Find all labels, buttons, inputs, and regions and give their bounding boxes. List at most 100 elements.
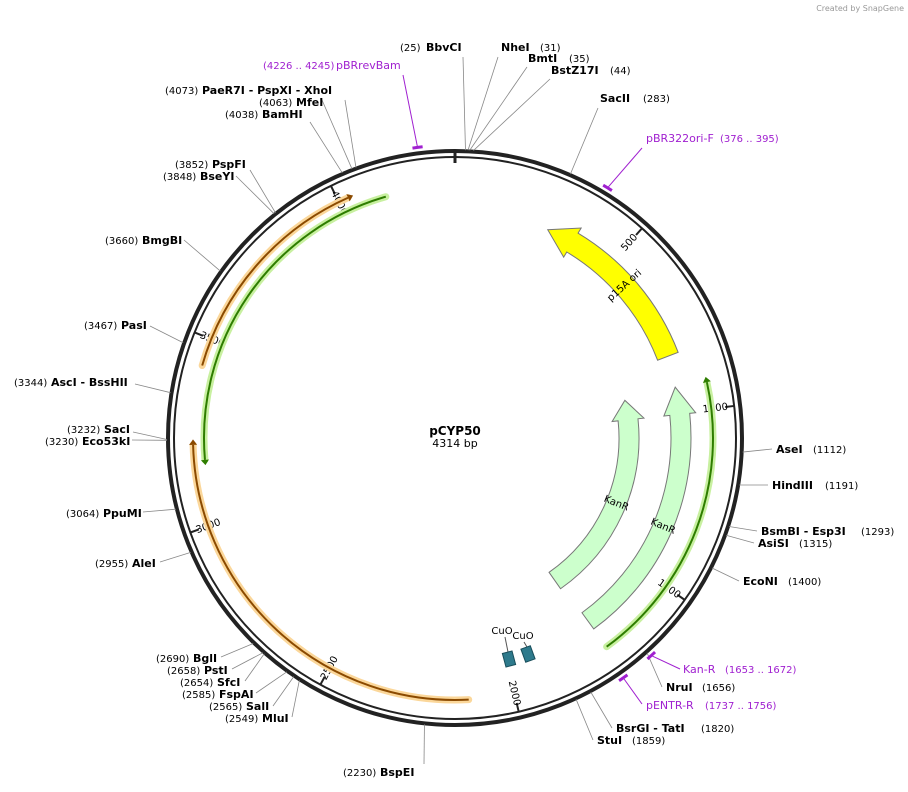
- enzyme-position: (4073): [165, 86, 198, 97]
- enzyme-line: [231, 652, 264, 670]
- enzyme-name: BsrGI - TatI: [616, 722, 685, 735]
- enzyme-name: NruI: [666, 681, 693, 694]
- feature-label: CuO: [512, 631, 533, 642]
- enzyme-position: (1859): [632, 736, 665, 747]
- enzyme-name: BmtI: [528, 52, 557, 65]
- enzyme-position: (44): [610, 66, 631, 77]
- enzyme-name: BmgBI: [142, 234, 182, 247]
- enzyme-name: EcoNI: [743, 575, 778, 588]
- enzyme-name: MfeI: [296, 96, 323, 109]
- enzyme-position: (3344): [14, 378, 47, 389]
- tick: [330, 185, 336, 195]
- enzyme-position: (2658): [167, 666, 200, 677]
- enzyme-name: BstZ17I: [551, 64, 599, 77]
- enzyme-name: BseYI: [200, 170, 234, 183]
- orf-left-head: [200, 459, 209, 466]
- primer-position: (376 .. 395): [720, 134, 779, 145]
- primer-name: pBRrevBam: [336, 59, 401, 72]
- enzyme-position: (3467): [84, 321, 117, 332]
- orf-left-glow: [200, 193, 390, 464]
- enzyme-name: Eco53kI: [82, 435, 130, 448]
- enzyme-position: (4063): [259, 98, 292, 109]
- enzyme-name: SalI: [246, 700, 269, 713]
- plasmid-name: pCYP50: [429, 424, 481, 438]
- enzyme-position: (2230): [343, 768, 376, 779]
- feature-label: CuO: [491, 626, 512, 637]
- enzyme-name: BglI: [193, 652, 217, 665]
- orf-topleft: [201, 196, 349, 366]
- enzyme-position: (2565): [209, 702, 242, 713]
- tick: [635, 227, 643, 236]
- enzyme-position: (2549): [225, 714, 258, 725]
- cuo-link: [504, 636, 509, 653]
- enzyme-position: (25): [400, 43, 421, 54]
- primer-name: Kan-R: [683, 663, 716, 676]
- enzyme-line: [321, 99, 353, 170]
- primer-mark: [602, 183, 613, 192]
- enzyme-position: (3232): [67, 425, 100, 436]
- enzyme-name: SfcI: [217, 676, 240, 689]
- enzyme-name: BsmBI - Esp3I: [761, 525, 846, 538]
- enzyme-line: [134, 383, 171, 394]
- enzyme-line: [728, 526, 758, 532]
- enzyme-position: (1112): [813, 445, 846, 456]
- enzyme-name: SacII: [600, 92, 630, 105]
- enzyme-name: PspFI: [212, 158, 246, 171]
- enzyme-name: BspEI: [380, 766, 414, 779]
- tick: [319, 676, 326, 686]
- enzyme-line: [244, 653, 265, 682]
- enzyme-line: [291, 680, 300, 718]
- enzyme-position: (3660): [105, 236, 138, 247]
- enzyme-line: [220, 643, 254, 658]
- feature-kanr-outer: [581, 386, 697, 630]
- primer-line: [607, 147, 643, 189]
- primer-line: [402, 74, 419, 148]
- enzyme-position: (2654): [180, 678, 213, 689]
- primer-position: (1737 .. 1756): [705, 701, 777, 712]
- watermark: Created by SnapGene: [816, 4, 904, 13]
- enzyme-position: (35): [569, 54, 590, 65]
- cuo-box: [520, 645, 536, 663]
- enzyme-position: (1315): [799, 539, 832, 550]
- tick: [725, 404, 735, 408]
- enzyme-line: [575, 699, 594, 741]
- enzyme-name: AleI: [132, 557, 156, 570]
- primer-mark: [618, 673, 629, 683]
- enzyme-name: PasI: [121, 319, 147, 332]
- enzyme-name: PaeR7I - PspXI - XhoI: [202, 84, 332, 97]
- primer-name: pENTR-R: [646, 699, 694, 712]
- enzyme-line: [742, 448, 773, 453]
- orf-right-head: [702, 376, 711, 384]
- orf-right: [606, 381, 714, 648]
- enzyme-line: [309, 121, 343, 174]
- enzyme-position: (1820): [701, 724, 734, 735]
- enzyme-name: BbvCI: [426, 41, 462, 54]
- enzyme-line: [725, 534, 755, 544]
- enzyme-line: [711, 567, 740, 582]
- cuo-link: [523, 641, 528, 648]
- enzyme-name: StuI: [597, 734, 622, 747]
- primer-position: (4226 .. 4245): [263, 61, 335, 72]
- enzyme-position: (4038): [225, 110, 258, 121]
- enzyme-name: MluI: [262, 712, 289, 725]
- enzyme-position: (2690): [156, 654, 189, 665]
- enzyme-position: (3064): [66, 509, 99, 520]
- enzyme-name: PstI: [204, 664, 228, 677]
- feature-kanr-inner: [548, 399, 646, 590]
- tick: [676, 593, 686, 601]
- enzyme-line: [235, 175, 275, 215]
- enzyme-name: NheI: [501, 41, 530, 54]
- cuo-box: [501, 650, 517, 668]
- orf-topleft-head: [346, 194, 354, 202]
- enzyme-position: (1293): [861, 527, 894, 538]
- enzyme-line: [159, 552, 191, 563]
- primer-line: [651, 655, 681, 670]
- enzyme-name: SacI: [104, 423, 130, 436]
- enzyme-line: [344, 99, 357, 168]
- enzyme-position: (3852): [175, 160, 208, 171]
- tick: [515, 702, 520, 712]
- enzyme-position: (3848): [163, 172, 196, 183]
- orf-left: [203, 195, 387, 460]
- primer-position: (1653 .. 1672): [725, 665, 797, 676]
- enzyme-line: [570, 107, 599, 175]
